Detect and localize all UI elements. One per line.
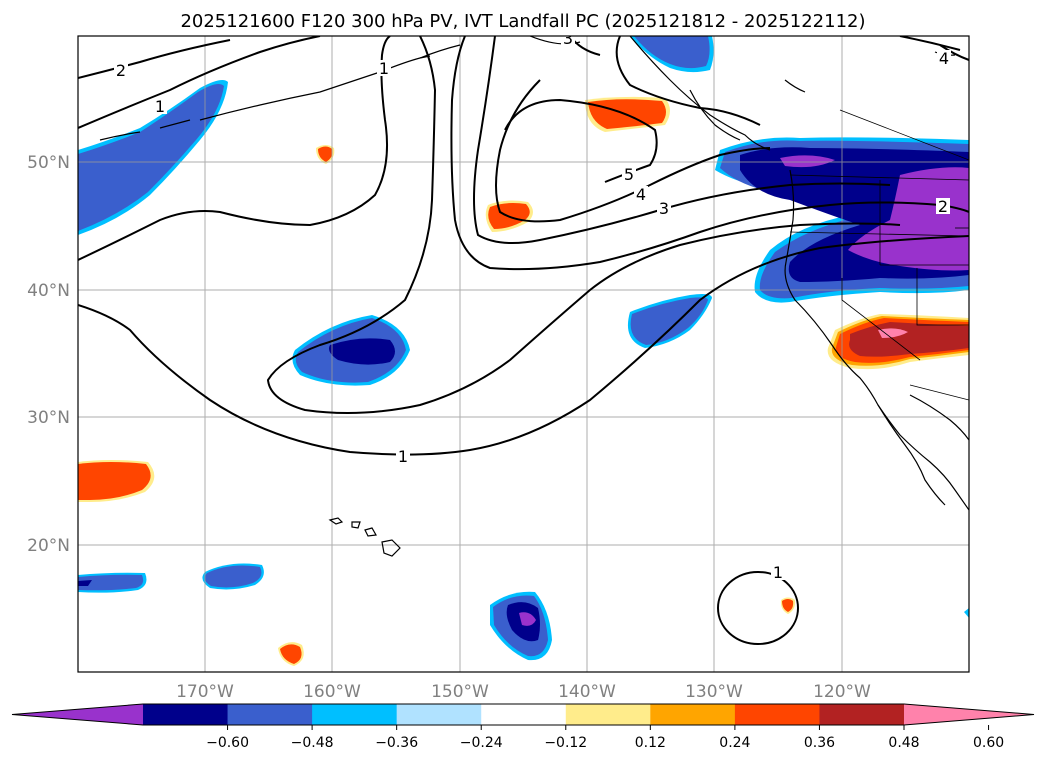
colorbar-tick-label: −0.60	[206, 735, 249, 751]
colorbar-tick-label: −0.24	[460, 735, 503, 751]
longitude-labels: 170°W 160°W 150°W 140°W 130°W 120°W	[176, 682, 871, 702]
lon-label: 150°W	[431, 682, 489, 702]
colorbar-segment	[734, 704, 820, 725]
colorbar-segment	[396, 704, 482, 725]
ivt-blob-negative-pacific-northwest	[715, 137, 969, 303]
lat-label: 40°N	[27, 281, 70, 301]
ivt-blob-negative-far-southeast	[964, 608, 969, 618]
lat-label: 30°N	[27, 408, 70, 428]
colorbar-segment	[227, 704, 313, 725]
colorbar-tick-label: 0.48	[888, 735, 919, 751]
lon-label: 140°W	[558, 682, 616, 702]
colorbar-ticks: −0.60 −0.48 −0.36 −0.24 −0.12 0.12 0.24 0.36 0.4…	[206, 725, 1004, 751]
contour-label: 2	[938, 197, 948, 216]
contour-label: 4	[636, 185, 646, 204]
ivt-blob-positive-west	[78, 460, 155, 502]
contour-label: 3	[563, 29, 573, 48]
map-frame	[77, 35, 970, 673]
ivt-blob-positive-california	[827, 314, 969, 370]
colorbar-outline	[11, 703, 1035, 726]
colorbar-tick-label: −0.36	[375, 735, 418, 751]
ivt-blob-negative-east-central	[627, 294, 712, 348]
latitude-labels: 50°N 40°N 30°N 20°N	[27, 153, 70, 556]
contour-label: 2	[116, 61, 126, 80]
lon-label: 170°W	[176, 682, 234, 702]
colorbar-segment	[565, 704, 651, 725]
ivt-blob-positive-small-southeast	[780, 597, 796, 614]
gridlines	[78, 36, 969, 672]
colorbar-segment	[143, 704, 229, 725]
ivt-blob-negative-southwest	[78, 572, 147, 593]
colorbar-tick-label: 0.60	[973, 735, 1004, 751]
colorbar-tick-label: −0.12	[544, 735, 587, 751]
coastlines	[99, 36, 969, 557]
lon-label: 130°W	[685, 682, 743, 702]
colorbar-tick-label: 0.24	[719, 735, 750, 751]
ivt-blob-negative-north	[630, 36, 714, 73]
contour-label: 1	[773, 563, 783, 582]
contour-label: 5	[624, 165, 634, 184]
colorbar-tick-label: 0.12	[635, 735, 666, 751]
ivt-blob-negative-south-small	[202, 563, 264, 590]
lon-label: 120°W	[813, 682, 871, 702]
colorbar-segment	[819, 704, 905, 725]
colorbar-segment	[312, 704, 398, 725]
ivt-blob-negative-south-center	[490, 591, 552, 661]
colorbar-extend-high	[904, 704, 1034, 725]
contour-labels: 2 1 1 3 5 4 3 2 4 1 1	[114, 29, 951, 582]
colorbar-tick-label: −0.48	[291, 735, 334, 751]
lat-label: 50°N	[27, 153, 70, 173]
contour-label: 1	[379, 59, 389, 78]
contour-label: 1	[155, 97, 165, 116]
contour-label: 4	[939, 49, 949, 68]
contour-label: 3	[659, 199, 669, 218]
colorbar-tick-label: 0.36	[804, 735, 835, 751]
lat-label: 20°N	[27, 536, 70, 556]
ivt-blob-positive-south	[278, 642, 304, 666]
colorbar	[11, 703, 1035, 726]
political-borders	[789, 109, 969, 401]
colorbar-segment	[481, 704, 567, 725]
colorbar-extend-low	[12, 704, 143, 725]
contour-label: 1	[398, 447, 408, 466]
ivt-blob-negative-central	[292, 315, 410, 386]
lon-label: 160°W	[303, 682, 361, 702]
ivt-blob-positive-small-north	[316, 145, 335, 164]
figure-title: 2025121600 F120 300 hPa PV, IVT Landfall…	[180, 11, 865, 32]
colorbar-segment	[650, 704, 736, 725]
